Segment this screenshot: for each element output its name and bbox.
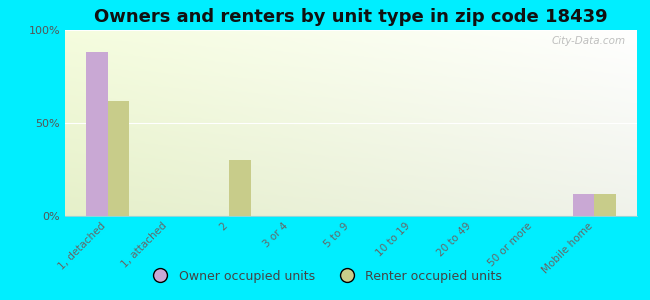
- Text: City-Data.com: City-Data.com: [551, 36, 625, 46]
- Title: Owners and renters by unit type in zip code 18439: Owners and renters by unit type in zip c…: [94, 8, 608, 26]
- Bar: [108, 101, 129, 216]
- Bar: [573, 194, 594, 216]
- Legend: Owner occupied units, Renter occupied units: Owner occupied units, Renter occupied un…: [143, 265, 507, 288]
- Bar: [86, 52, 108, 216]
- Bar: [594, 194, 616, 216]
- Bar: [229, 160, 251, 216]
